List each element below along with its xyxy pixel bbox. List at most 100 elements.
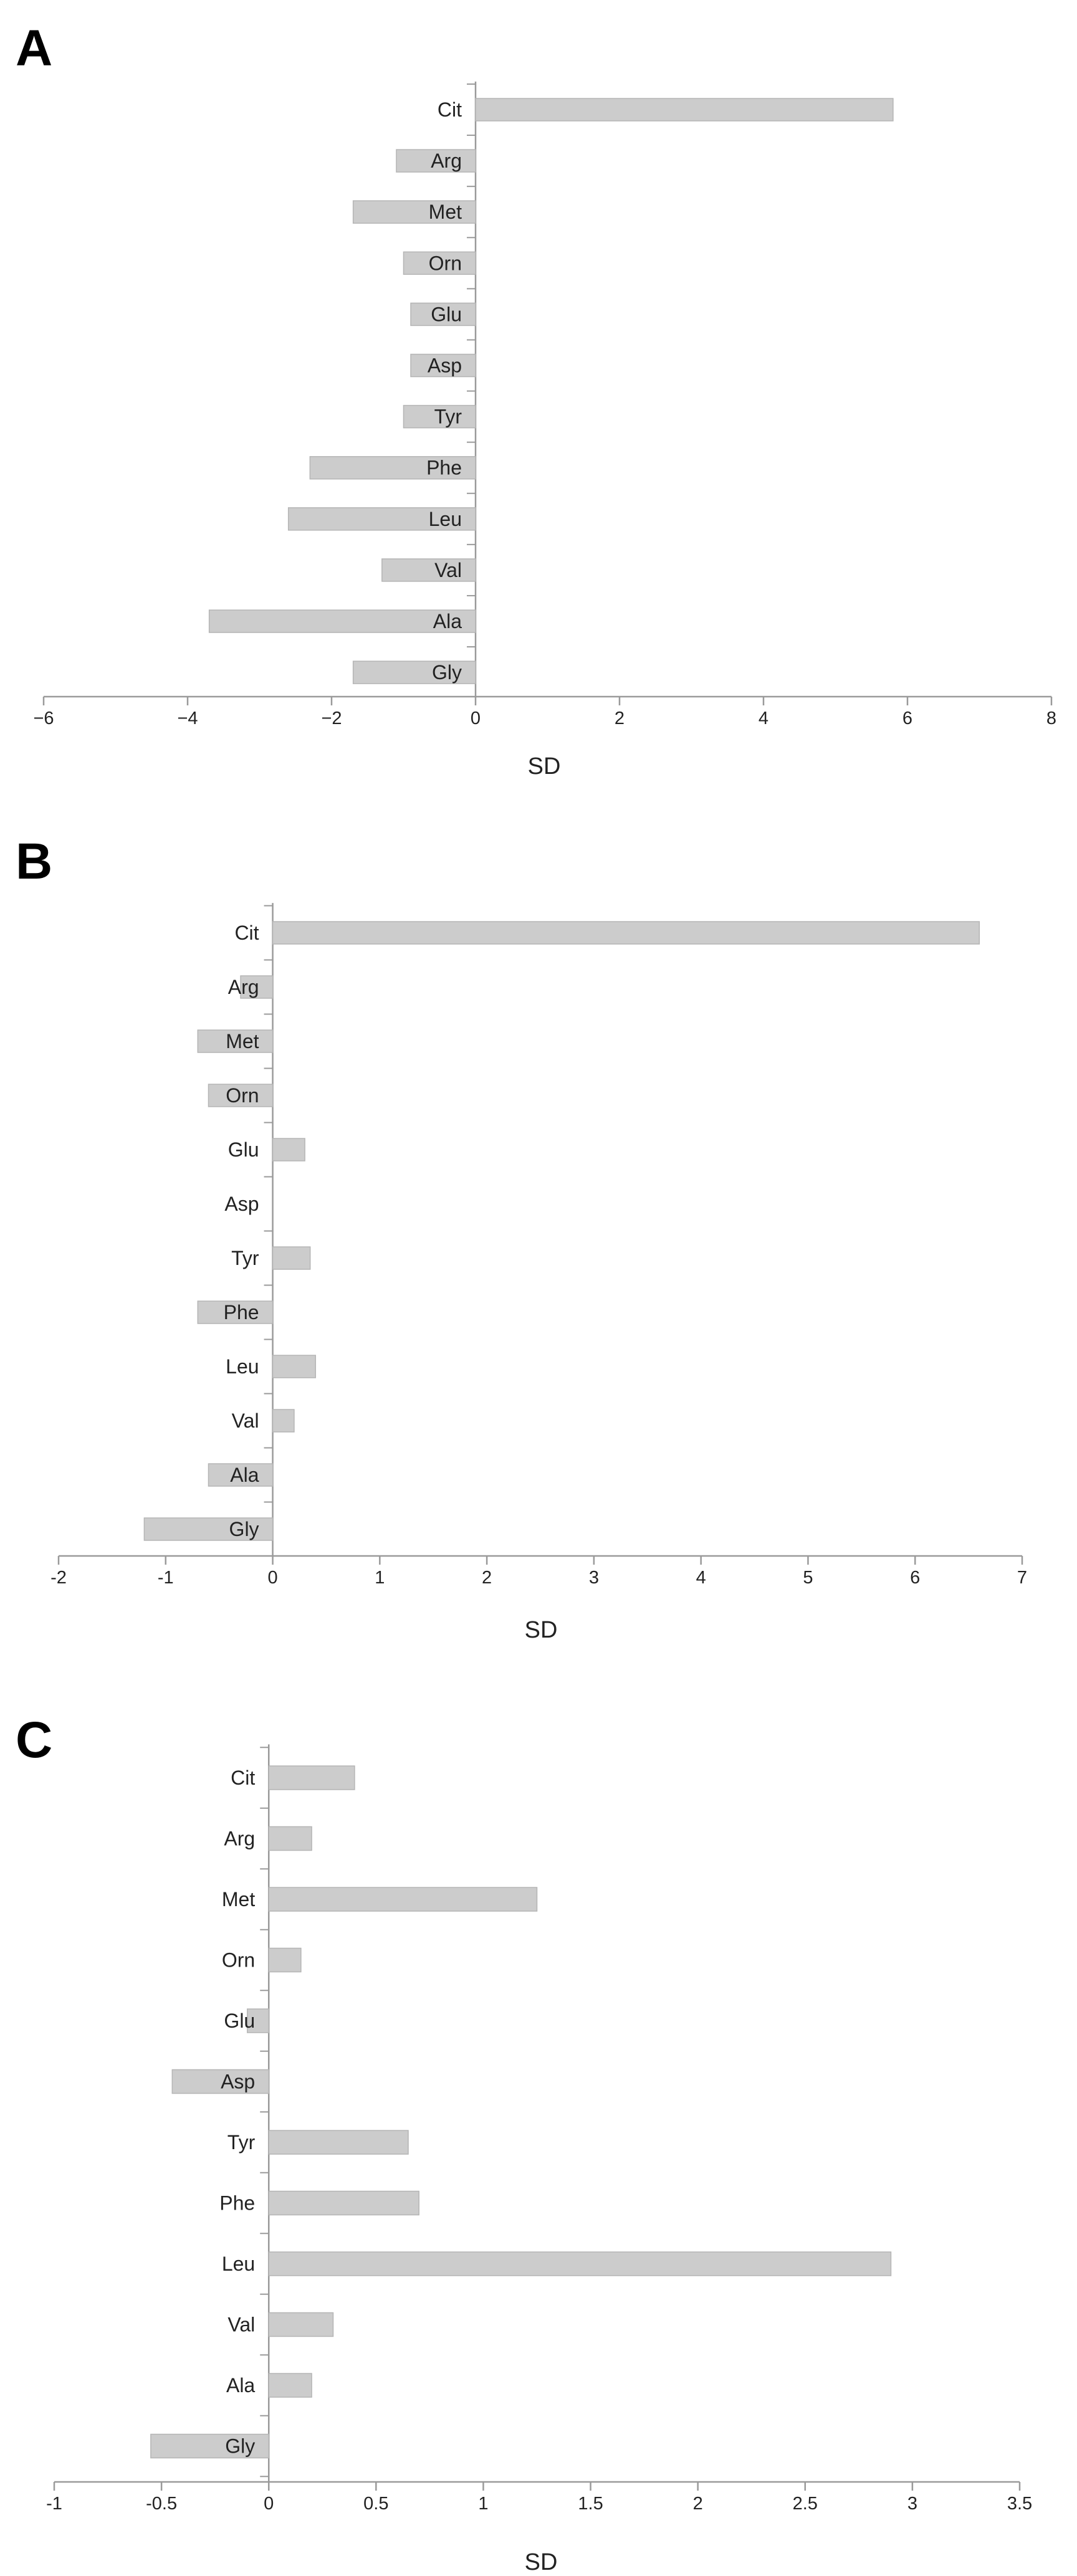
x-tick-label: 2	[693, 2494, 703, 2514]
category-label-met: Met	[429, 201, 462, 223]
x-tick-label: 6	[910, 1568, 920, 1588]
x-tick-label: 3.5	[1007, 2494, 1032, 2514]
bar-arg	[268, 1826, 312, 1851]
bar-leu	[268, 2251, 892, 2276]
category-label-tyr: Tyr	[434, 406, 462, 428]
x-tick-label: 1.5	[578, 2494, 603, 2514]
category-label-leu: Leu	[429, 508, 462, 530]
panel-a: A −6 −4 −2 0 2 4 6 8 Cit Arg Met Orn Glu Asp Tyr Phe Le…	[16, 20, 1056, 780]
bar-glu	[410, 302, 476, 327]
bar-ala	[208, 609, 476, 633]
bar-cit	[268, 1765, 355, 1790]
category-label-arg: Arg	[228, 976, 259, 998]
panel-a-tick-labels: −6 −4 −2 0 2 4 6 8	[33, 708, 1056, 728]
x-tick-label: 0	[471, 708, 481, 728]
x-tick-label: −4	[177, 708, 198, 728]
bar-val	[268, 2312, 334, 2337]
x-tick-label: 2	[482, 1568, 492, 1588]
category-label-orn: Orn	[226, 1084, 259, 1107]
x-tick-label: 2.5	[793, 2494, 818, 2514]
x-tick-label: 0.5	[363, 2494, 388, 2514]
category-label-glu: Glu	[228, 1138, 259, 1161]
bar-arg	[240, 975, 274, 999]
category-label-glu: Glu	[224, 2010, 255, 2032]
bar-arg	[396, 149, 476, 173]
bar-tyr	[403, 404, 476, 429]
bar-asp	[171, 2069, 269, 2094]
category-label-arg: Arg	[431, 150, 462, 172]
category-label-phe: Phe	[219, 2192, 255, 2215]
x-tick-label: -2	[50, 1568, 67, 1588]
bar-ala	[268, 2373, 312, 2398]
panel-b-bars	[143, 921, 980, 1541]
bar-cit	[272, 921, 980, 945]
panel-a-axes	[42, 81, 1053, 705]
bar-gly	[150, 2433, 269, 2459]
bar-phe	[309, 456, 476, 480]
category-label-leu: Leu	[222, 2253, 255, 2275]
category-label-val: Val	[227, 2314, 255, 2336]
panel-c-label: C	[16, 1712, 52, 1768]
bar-asp	[410, 353, 476, 378]
panel-a-x-axis-title: SD	[528, 753, 561, 780]
x-tick-label: -0.5	[146, 2494, 177, 2514]
panel-c-axes	[53, 1744, 1021, 2491]
panel-b: B -2 -1 0 1 2 3 4 5 6 7 Cit Arg Met Orn Glu Asp Tyr Phe L…	[16, 833, 1027, 1643]
x-tick-label: 2	[615, 708, 625, 728]
x-tick-label: 8	[1046, 708, 1056, 728]
category-label-asp: Asp	[221, 2071, 255, 2093]
bar-leu	[287, 507, 476, 531]
panel-b-category-labels: Cit Arg Met Orn Glu Asp Tyr Phe Leu Val Ala Gly	[224, 922, 259, 1540]
category-label-orn: Orn	[429, 252, 462, 274]
panel-c-bars	[150, 1765, 892, 2459]
bar-val	[381, 558, 476, 582]
panel-b-axes	[57, 903, 1023, 1565]
bar-met	[197, 1029, 274, 1053]
x-tick-label: −2	[321, 708, 342, 728]
category-label-cit: Cit	[234, 922, 259, 944]
x-tick-label: 1	[478, 2494, 488, 2514]
category-label-gly: Gly	[229, 1518, 259, 1540]
category-label-phe: Phe	[224, 1301, 259, 1324]
bar-ala	[208, 1463, 274, 1487]
category-label-asp: Asp	[428, 355, 462, 377]
bar-phe	[268, 2190, 419, 2216]
category-label-ala: Ala	[433, 610, 462, 632]
category-label-met: Met	[226, 1030, 259, 1052]
category-label-gly: Gly	[432, 661, 462, 684]
category-label-val: Val	[434, 559, 462, 581]
bar-orn	[208, 1084, 274, 1107]
category-label-ala: Ala	[230, 1464, 259, 1486]
bar-glu	[247, 2008, 269, 2033]
bar-orn	[403, 251, 476, 275]
x-tick-label: 1	[375, 1568, 385, 1588]
x-tick-label: −6	[33, 708, 54, 728]
category-label-glu: Glu	[431, 303, 462, 325]
bar-val	[272, 1409, 295, 1433]
bar-met	[352, 200, 476, 224]
category-label-cit: Cit	[438, 98, 462, 121]
x-tick-label: 4	[759, 708, 768, 728]
x-tick-label: -1	[46, 2494, 62, 2514]
panel-a-label: A	[16, 20, 52, 77]
category-label-tyr: Tyr	[231, 1247, 259, 1269]
bar-tyr	[268, 2130, 409, 2155]
x-tick-label: 4	[696, 1568, 706, 1588]
bar-gly	[352, 661, 476, 684]
category-label-tyr: Tyr	[227, 2131, 256, 2154]
bar-met	[268, 1887, 538, 1912]
panel-c-x-axis-title: SD	[525, 2549, 558, 2575]
panel-c-tick-labels: -1 -0.5 0 0.5 1 1.5 2 2.5 3 3.5	[46, 2494, 1032, 2514]
x-tick-label: 3	[907, 2494, 917, 2514]
category-label-asp: Asp	[224, 1193, 259, 1215]
bar-leu	[272, 1355, 317, 1378]
x-tick-label: 0	[264, 2494, 274, 2514]
category-label-met: Met	[222, 1888, 255, 1911]
panel-b-x-axis-title: SD	[525, 1617, 558, 1643]
panel-c-category-labels: Cit Arg Met Orn Glu Asp Tyr Phe Leu Val Ala Gly	[219, 1767, 255, 2458]
bar-cit	[475, 98, 894, 122]
category-label-leu: Leu	[226, 1355, 259, 1378]
panel-a-category-labels: Cit Arg Met Orn Glu Asp Tyr Phe Leu Val Ala Gly	[426, 98, 462, 684]
category-label-gly: Gly	[225, 2435, 255, 2458]
